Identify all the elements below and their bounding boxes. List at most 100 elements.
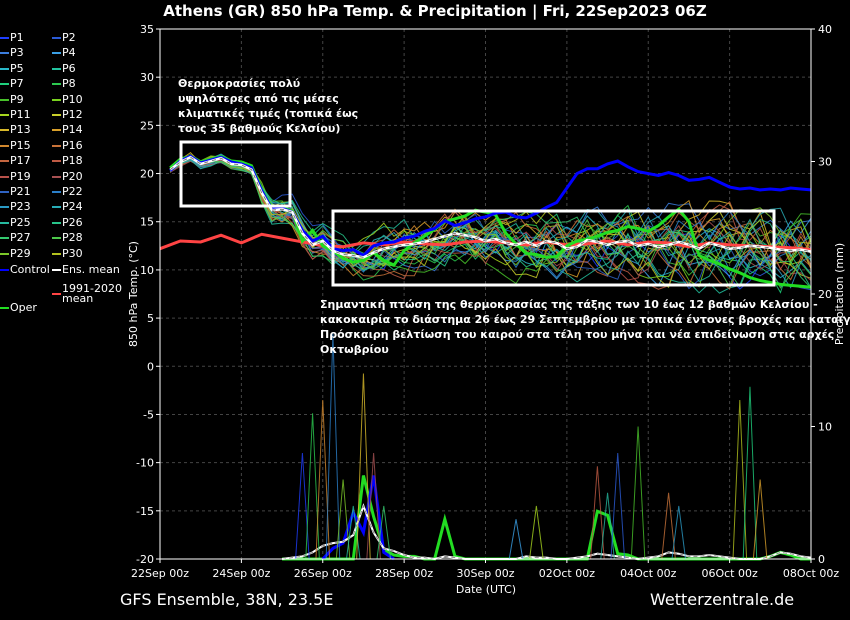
legend-item: P3 (0, 47, 24, 59)
x-axis-label: Date (UTC) (456, 583, 516, 596)
legend-item: P14 (52, 124, 83, 136)
legend-item: P20 (52, 171, 83, 183)
legend-label: P6 (62, 61, 76, 75)
legend-item: P7 (0, 78, 24, 90)
member-precip-spike (508, 519, 524, 560)
legend-label: P25 (10, 215, 31, 229)
y-tick-label: 15 (140, 216, 154, 229)
legend-item: P21 (0, 186, 31, 198)
member-precip-spike (661, 492, 676, 560)
legend-item: P8 (52, 78, 76, 90)
legend-label: P2 (62, 31, 76, 44)
legend-item: P24 (52, 201, 83, 213)
legend-item: P28 (52, 232, 83, 244)
legend-label: P27 (10, 231, 31, 245)
legend-label: P22 (62, 185, 83, 198)
legend-swatch (0, 252, 9, 255)
legend-swatch (0, 160, 9, 163)
legend-item: P10 (52, 94, 83, 106)
x-tick-label: 06Oct 00z (701, 567, 758, 580)
y-tick-label: 20 (140, 168, 154, 181)
member-precip-spike (742, 386, 758, 560)
legend-item: P23 (0, 201, 31, 213)
y2-axis-label: Precipitation (mm) (833, 243, 846, 345)
legend-label: 1991-2020 mean (62, 282, 122, 305)
footer-site: Wetterzentrale.de (650, 590, 795, 609)
legend-item: P25 (0, 217, 31, 229)
legend-swatch (0, 269, 9, 271)
legend-label: P23 (10, 200, 31, 214)
x-axis-ticks: 22Sep 00z 24Sep 00z 26Sep 00z 28Sep 00z 30Se… (131, 559, 839, 580)
precip-line-oper (282, 475, 811, 561)
x-tick-label: 26Sep 00z (294, 567, 352, 580)
legend-item: P18 (52, 155, 83, 167)
footer-model-info: GFS Ensemble, 38N, 23.5E (120, 590, 334, 609)
y-tick-label: 10 (140, 264, 154, 277)
legend-swatch (0, 191, 9, 193)
legend-swatch (52, 114, 61, 116)
legend-swatch (52, 160, 61, 163)
legend-item: P22 (52, 186, 83, 198)
x-tick-label: 04Oct 00z (620, 567, 677, 580)
legend-label: P3 (10, 46, 24, 60)
legend-item: P11 (0, 109, 31, 121)
y-tick-label: 5 (147, 312, 154, 325)
y-tick-label: -5 (143, 408, 154, 421)
x-tick-label: 30Sep 00z (457, 567, 515, 580)
legend-swatch (52, 175, 61, 178)
legend-swatch (52, 83, 61, 86)
legend-label: P26 (62, 215, 83, 229)
member-precip-spike (295, 452, 310, 560)
legend-item: P9 (0, 94, 24, 106)
chart-title: Athens (GR) 850 hPa Temp. & Precipitatio… (163, 2, 707, 20)
legend-swatch (52, 269, 61, 271)
precipitation-lines (281, 475, 812, 561)
legend-swatch (52, 191, 61, 193)
legend-label: P20 (62, 169, 83, 183)
legend-swatch (0, 221, 9, 224)
member-line (169, 153, 812, 289)
member-precip-spike (671, 505, 687, 560)
member-precip-spike (732, 399, 748, 560)
legend-swatch (0, 52, 9, 55)
member-line (169, 158, 812, 277)
legend-label: P9 (10, 92, 24, 106)
y2-axis-ticks: 40 30 20 10 0 (811, 23, 832, 566)
legend-swatch (52, 144, 61, 147)
legend-label: P15 (10, 138, 31, 152)
member-line (169, 160, 812, 281)
legend-item: P26 (52, 217, 83, 229)
legend-label: P21 (10, 185, 31, 198)
legend-item: 1991-2020 mean (52, 283, 122, 304)
legend-swatch (0, 175, 9, 178)
legend-item: P12 (52, 109, 83, 121)
legend-label: P29 (10, 246, 31, 260)
legend-swatch (52, 98, 61, 101)
member-precip-spike (529, 505, 544, 560)
legend-item: P2 (52, 32, 76, 44)
annotation-drop: Σημαντική πτώση της θερμοκρασίας της τάξ… (320, 298, 850, 356)
member-line (169, 155, 812, 289)
member-precip-spike (610, 452, 626, 560)
legend-item: P17 (0, 155, 31, 167)
y-tick-label: 35 (140, 23, 154, 36)
legend-label: P5 (10, 61, 24, 75)
member-line (169, 154, 812, 289)
legend-label: P30 (62, 246, 83, 260)
legend-label: P24 (62, 200, 83, 214)
legend-item: P30 (52, 248, 83, 260)
legend-label: P14 (62, 123, 83, 137)
precip-line-ensmean (281, 503, 812, 561)
legend-swatch (0, 307, 9, 309)
highlight-box-heat (179, 140, 292, 208)
y2-tick-label: 10 (818, 421, 832, 434)
legend-swatch (52, 221, 61, 224)
legend-swatch (0, 237, 9, 240)
legend-label: P16 (62, 138, 83, 152)
legend-swatch (52, 293, 61, 295)
legend-label: P13 (10, 123, 31, 137)
y-tick-label: -20 (136, 553, 154, 566)
legend-swatch (52, 37, 61, 39)
legend-label: P4 (62, 46, 76, 60)
